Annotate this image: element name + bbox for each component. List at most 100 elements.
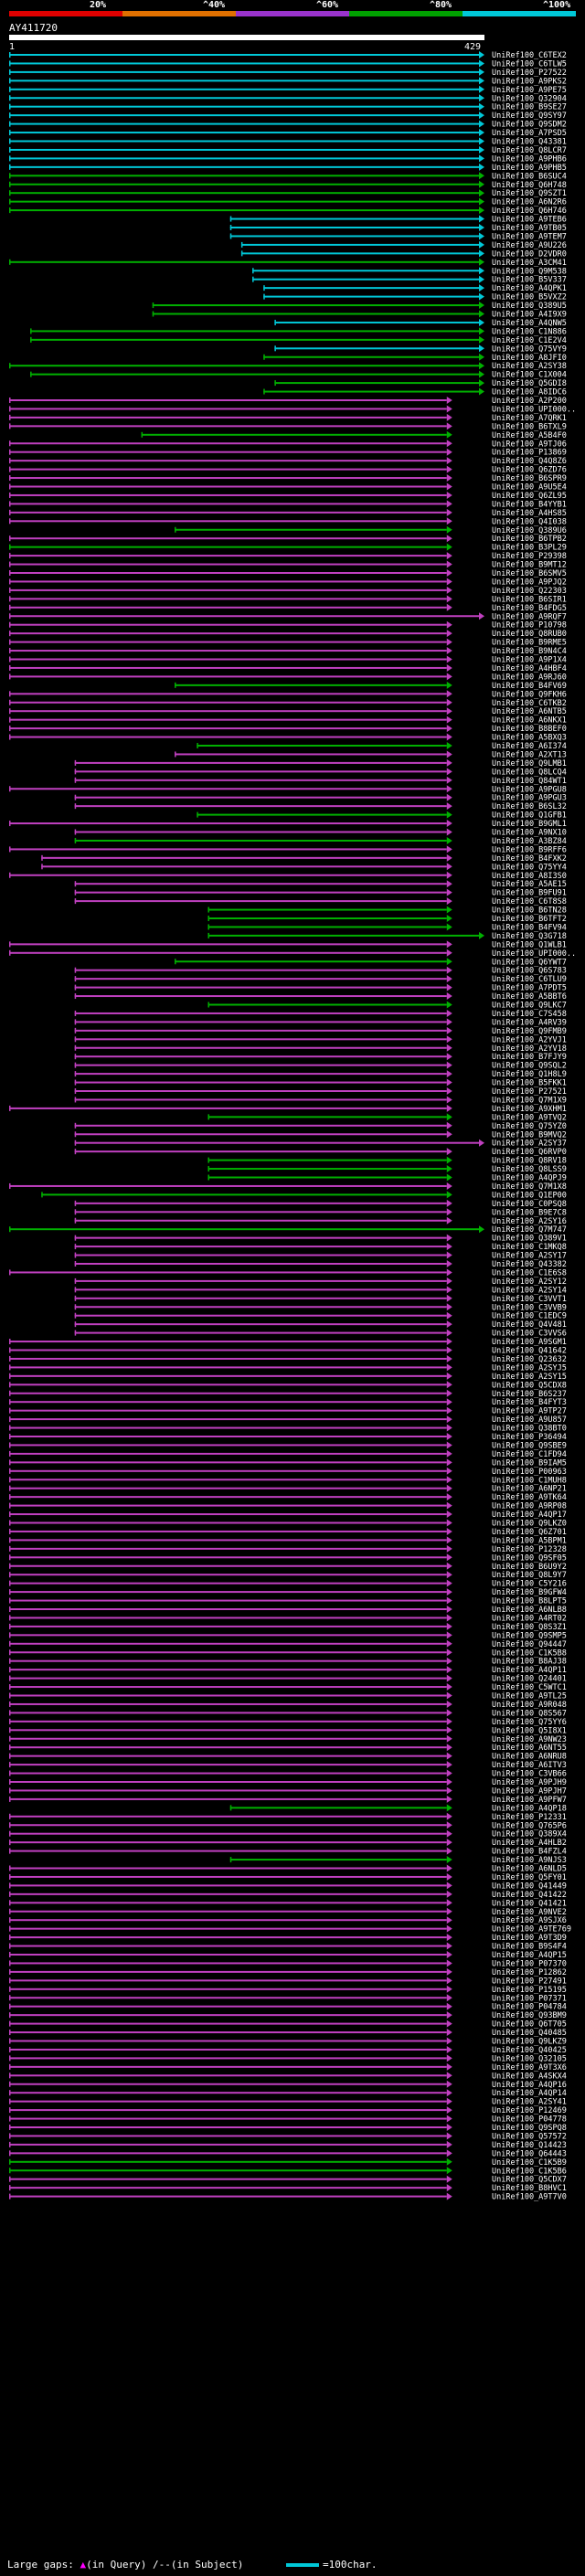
hit-row[interactable]: UniRef100_A9TVQ2 xyxy=(207,1113,567,1122)
hit-label[interactable]: UniRef100_P27491 xyxy=(492,1977,567,1986)
hit-bar[interactable] xyxy=(197,745,447,747)
hit-label[interactable]: UniRef100_A4HLB2 xyxy=(492,1839,567,1848)
hit-row[interactable]: UniRef100_P07370 xyxy=(9,1959,567,1968)
hit-bar[interactable] xyxy=(9,1617,447,1619)
hit-label[interactable]: UniRef100_A9TB05 xyxy=(492,224,567,233)
hit-label[interactable]: UniRef100_C3VVS6 xyxy=(492,1330,567,1339)
hit-bar[interactable] xyxy=(9,1797,447,1800)
hit-bar[interactable] xyxy=(9,1910,447,1913)
hit-row[interactable]: UniRef100_A8IDC6 xyxy=(263,387,567,398)
hit-bar[interactable] xyxy=(9,572,447,574)
hit-row[interactable]: UniRef100_C0PSQ8 xyxy=(74,1199,567,1209)
hit-bar[interactable] xyxy=(74,995,447,998)
hit-label[interactable]: UniRef100_P12469 xyxy=(492,2106,567,2115)
hit-bar[interactable] xyxy=(9,1832,447,1835)
hit-label[interactable]: UniRef100_Q41642 xyxy=(492,1347,567,1356)
hit-label[interactable]: UniRef100_C7S458 xyxy=(492,1010,567,1019)
hit-label[interactable]: UniRef100_A9RQF7 xyxy=(492,612,567,621)
hit-row[interactable]: UniRef100_A9TK64 xyxy=(9,1493,567,1502)
hit-row[interactable]: UniRef100_C1E2V4 xyxy=(30,335,567,345)
hit-bar[interactable] xyxy=(9,1357,447,1360)
hit-label[interactable]: UniRef100_B5VXZ2 xyxy=(492,293,567,302)
hit-row[interactable]: UniRef100_Q75YZ0 xyxy=(74,1121,567,1131)
hit-label[interactable]: UniRef100_A4HS85 xyxy=(492,509,567,518)
hit-label[interactable]: UniRef100_A9PFW7 xyxy=(492,1796,567,1805)
hit-bar[interactable] xyxy=(9,598,447,600)
hit-bar[interactable] xyxy=(9,1530,447,1532)
hit-bar[interactable] xyxy=(9,615,479,618)
hit-row[interactable]: UniRef100_A5BBT6 xyxy=(74,992,567,1002)
hit-label[interactable]: UniRef100_Q6T705 xyxy=(492,2020,567,2030)
hit-label[interactable]: UniRef100_P12862 xyxy=(492,1968,567,1977)
hit-row[interactable]: UniRef100_Q57572 xyxy=(9,2132,567,2141)
hit-bar[interactable] xyxy=(9,1461,447,1464)
hit-bar[interactable] xyxy=(9,1341,447,1343)
hit-bar[interactable] xyxy=(229,1859,447,1861)
hit-row[interactable]: UniRef100_Q9LMB1 xyxy=(74,758,567,769)
hit-label[interactable]: UniRef100_P07370 xyxy=(492,1959,567,1968)
hit-row[interactable]: UniRef100_Q41421 xyxy=(9,1899,567,1908)
hit-bar[interactable] xyxy=(9,520,447,523)
hit-bar[interactable] xyxy=(9,2014,447,2017)
hit-label[interactable]: UniRef100_Q24401 xyxy=(492,1675,567,1684)
hit-label[interactable]: UniRef100_A6NLB8 xyxy=(492,1606,567,1615)
hit-label[interactable]: UniRef100_Q1EP00 xyxy=(492,1191,567,1200)
hit-label[interactable]: UniRef100_B9FU91 xyxy=(492,889,567,898)
hit-row[interactable]: UniRef100_A9PJH7 xyxy=(9,1786,567,1796)
hit-label[interactable]: UniRef100_B6SUC4 xyxy=(492,172,567,181)
hit-label[interactable]: UniRef100_Q389V1 xyxy=(492,1235,567,1244)
hit-label[interactable]: UniRef100_P13869 xyxy=(492,449,567,458)
hit-row[interactable]: UniRef100_A7QRK1 xyxy=(9,413,567,423)
hit-label[interactable]: UniRef100_Q6S783 xyxy=(492,967,567,976)
hit-label[interactable]: UniRef100_C1MUH8 xyxy=(492,1476,567,1485)
hit-row[interactable]: UniRef100_A5BXQ3 xyxy=(9,733,567,743)
hit-bar[interactable] xyxy=(229,217,479,220)
hit-label[interactable]: UniRef100_Q32105 xyxy=(492,2054,567,2063)
hit-bar[interactable] xyxy=(9,1962,447,1965)
hit-row[interactable]: UniRef100_A5B4F0 xyxy=(141,430,567,440)
hit-row[interactable]: UniRef100_P27521 xyxy=(74,1087,567,1097)
hit-label[interactable]: UniRef100_A9TP27 xyxy=(492,1407,567,1416)
hit-label[interactable]: UniRef100_A8IDC6 xyxy=(492,388,567,398)
hit-bar[interactable] xyxy=(74,1236,447,1239)
hit-row[interactable]: UniRef100_B6TXL9 xyxy=(9,422,567,431)
hit-row[interactable]: UniRef100_A4QPJ9 xyxy=(207,1173,567,1183)
hit-label[interactable]: UniRef100_UPI000.. xyxy=(492,405,576,414)
hit-bar[interactable] xyxy=(9,1513,447,1516)
hit-bar[interactable] xyxy=(9,2040,447,2042)
hit-label[interactable]: UniRef100_Q43381 xyxy=(492,138,567,147)
hit-label[interactable]: UniRef100_P10798 xyxy=(492,621,567,631)
hit-label[interactable]: UniRef100_B4YYB1 xyxy=(492,500,567,509)
hit-row[interactable]: UniRef100_P12331 xyxy=(9,1812,567,1822)
hit-label[interactable]: UniRef100_A2SY41 xyxy=(492,2098,567,2107)
hit-label[interactable]: UniRef100_Q9FKH6 xyxy=(492,690,567,699)
hit-row[interactable]: UniRef100_B9MVQ2 xyxy=(74,1130,567,1140)
hit-row[interactable]: UniRef100_A8JFI0 xyxy=(263,353,567,363)
hit-label[interactable]: UniRef100_Q41449 xyxy=(492,1882,567,1891)
hit-label[interactable]: UniRef100_Q9FMB9 xyxy=(492,1027,567,1036)
hit-label[interactable]: UniRef100_Q64443 xyxy=(492,2149,567,2158)
hit-row[interactable]: UniRef100_P04784 xyxy=(9,2002,567,2012)
hit-bar[interactable] xyxy=(9,718,447,721)
hit-bar[interactable] xyxy=(9,1366,447,1369)
hit-label[interactable]: UniRef100_A4QP14 xyxy=(492,2089,567,2098)
hit-bar[interactable] xyxy=(9,1694,447,1697)
hit-row[interactable]: UniRef100_C5WTC1 xyxy=(9,1683,567,1692)
hit-label[interactable]: UniRef100_Q9LKC7 xyxy=(492,1002,567,1011)
hit-bar[interactable] xyxy=(9,1772,447,1775)
hit-bar[interactable] xyxy=(9,2074,447,2077)
hit-bar[interactable] xyxy=(9,2169,447,2172)
hit-row[interactable]: UniRef100_Q3G718 xyxy=(207,931,567,941)
hit-row[interactable]: UniRef100_A9TEM7 xyxy=(229,232,567,241)
hit-label[interactable]: UniRef100_Q40485 xyxy=(492,2029,567,2038)
hit-row[interactable]: UniRef100_A9TJ06 xyxy=(9,440,567,449)
hit-bar[interactable] xyxy=(9,951,447,954)
hit-label[interactable]: UniRef100_A9RJ60 xyxy=(492,673,567,682)
hit-row[interactable]: UniRef100_A9PKS2 xyxy=(9,77,567,86)
hit-row[interactable]: UniRef100_Q1GFB1 xyxy=(197,811,567,821)
hit-bar[interactable] xyxy=(9,1850,447,1852)
hit-bar[interactable] xyxy=(9,192,479,195)
hit-bar[interactable] xyxy=(74,1090,447,1092)
hit-row[interactable]: UniRef100_A9PGU8 xyxy=(9,785,567,794)
hit-label[interactable]: UniRef100_C6TKB2 xyxy=(492,699,567,708)
